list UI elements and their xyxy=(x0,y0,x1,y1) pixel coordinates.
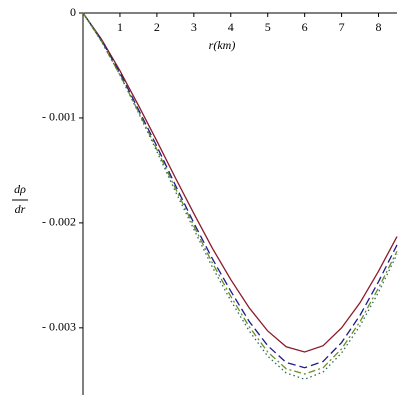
y-tick-label: - 0.003 xyxy=(42,320,76,334)
x-tick-label: 6 xyxy=(302,20,308,34)
x-axis-label: r(km) xyxy=(209,38,236,52)
y-axis-label-denominator: dr xyxy=(15,202,26,216)
y-tick-label: 0 xyxy=(70,5,76,19)
line-series xyxy=(82,12,398,375)
x-tick-label: 2 xyxy=(154,20,160,34)
y-axis-label-numerator: dρ xyxy=(14,182,26,196)
line-series xyxy=(82,12,398,369)
y-tick-label: - 0.002 xyxy=(42,215,76,229)
y-tick-label: - 0.001 xyxy=(42,110,76,124)
line-series xyxy=(82,12,398,380)
x-tick-label: 8 xyxy=(376,20,382,34)
x-tick-label: 3 xyxy=(191,20,197,34)
line-series xyxy=(82,12,398,353)
x-tick-label: 4 xyxy=(228,20,234,34)
x-tick-label: 1 xyxy=(117,20,123,34)
x-tick-label: 5 xyxy=(265,20,271,34)
x-tick-label: 7 xyxy=(339,20,345,34)
